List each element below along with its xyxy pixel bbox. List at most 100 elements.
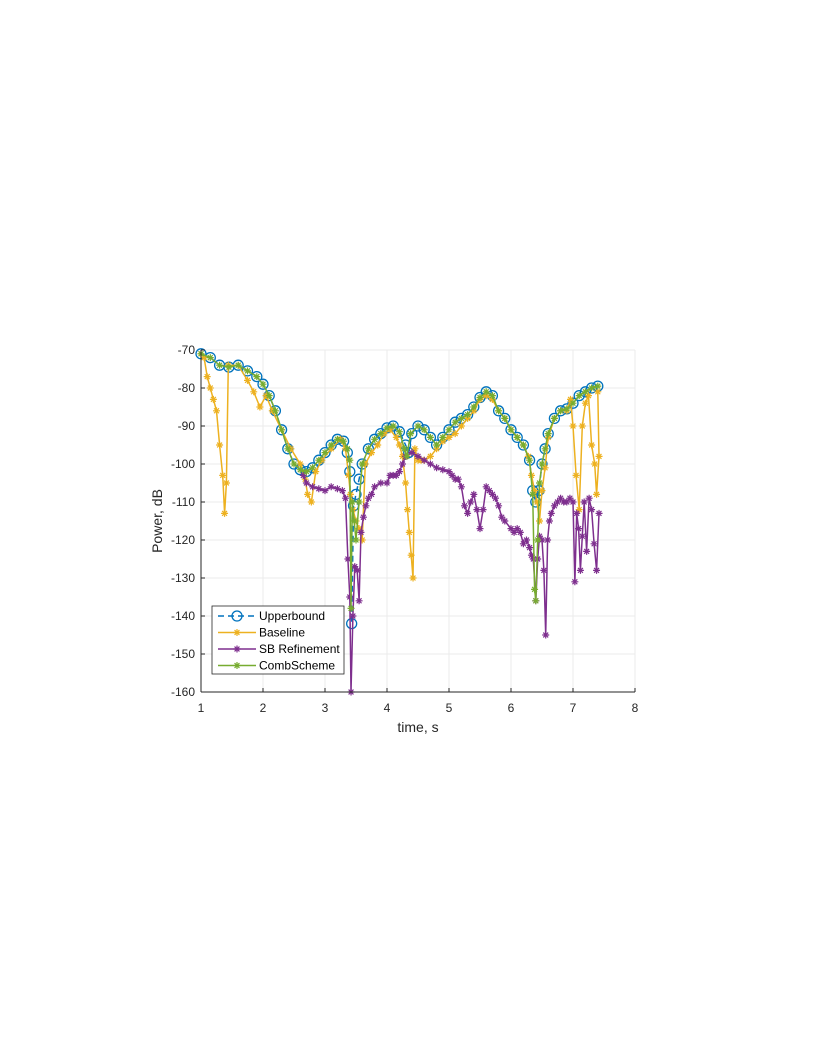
- data-point: [321, 487, 329, 495]
- data-point: [588, 384, 596, 392]
- data-point: [585, 494, 593, 502]
- data-point: [209, 395, 217, 403]
- legend-label: SB Refinement: [259, 642, 340, 656]
- x-tick-label: 3: [322, 701, 329, 715]
- data-point: [513, 525, 521, 533]
- data-point: [426, 452, 434, 460]
- data-point: [575, 525, 583, 533]
- legend-label: Baseline: [259, 626, 305, 640]
- data-point: [213, 407, 220, 415]
- data-point: [593, 566, 601, 574]
- data-point: [467, 498, 475, 506]
- data-point: [321, 449, 329, 457]
- data-point: [359, 513, 367, 521]
- data-point: [591, 460, 599, 468]
- y-tick-label: -150: [171, 647, 195, 661]
- data-point: [526, 544, 534, 552]
- data-point: [594, 388, 602, 396]
- data-point: [439, 437, 447, 445]
- data-point: [569, 399, 577, 407]
- data-point: [594, 382, 602, 390]
- data-point: [501, 517, 509, 525]
- data-point: [405, 528, 413, 536]
- data-point: [414, 452, 422, 460]
- data-point: [351, 563, 359, 571]
- data-point: [572, 471, 580, 479]
- data-point: [517, 439, 530, 451]
- data-point: [250, 388, 258, 396]
- data-point: [451, 418, 459, 426]
- data-point: [513, 433, 521, 441]
- data-point: [275, 424, 288, 436]
- x-axis-label: time, s: [397, 719, 438, 735]
- data-point: [454, 475, 462, 483]
- data-point: [343, 445, 351, 453]
- data-point: [590, 540, 598, 548]
- data-point: [353, 566, 361, 574]
- data-point: [476, 525, 484, 533]
- data-point: [488, 490, 496, 498]
- data-point: [346, 617, 358, 630]
- data-point: [350, 517, 358, 525]
- data-point: [531, 487, 539, 495]
- legend-label: Upperbound: [259, 609, 325, 623]
- data-point: [550, 502, 558, 510]
- data-point: [527, 551, 535, 559]
- data-point: [433, 441, 441, 449]
- data-point: [445, 426, 453, 434]
- data-point: [377, 430, 385, 438]
- data-point: [476, 394, 484, 401]
- data-point: [206, 354, 214, 362]
- data-point: [550, 414, 558, 422]
- data-point: [542, 631, 550, 639]
- data-point: [302, 468, 310, 476]
- data-point: [519, 540, 527, 548]
- data-point: [411, 445, 419, 453]
- data-point: [536, 532, 544, 540]
- data-point: [392, 433, 400, 441]
- data-point: [538, 536, 546, 544]
- data-point: [449, 416, 461, 428]
- x-tick-label: 6: [508, 701, 515, 715]
- data-point: [547, 509, 555, 517]
- legend: Upperbound Baseline SB Refinement CombSchem…: [211, 605, 345, 675]
- data-point: [482, 483, 490, 491]
- legend-marker: [231, 610, 243, 622]
- data-point: [403, 506, 411, 514]
- data-point: [244, 376, 251, 384]
- data-point: [575, 506, 583, 514]
- legend-marker: [233, 662, 241, 669]
- data-point: [299, 471, 307, 479]
- data-point: [464, 411, 472, 419]
- data-point: [395, 468, 403, 476]
- legend-item-sb-refinement: SB Refinement: [218, 642, 340, 656]
- data-point: [426, 460, 434, 468]
- data-point: [541, 445, 549, 453]
- data-point: [333, 435, 341, 443]
- data-point: [451, 430, 459, 438]
- y-tick-label: -100: [171, 457, 195, 471]
- data-point: [544, 433, 552, 441]
- data-point: [536, 517, 544, 525]
- data-point: [526, 456, 534, 464]
- data-point: [309, 483, 317, 491]
- data-point: [580, 498, 588, 506]
- data-point: [389, 422, 397, 430]
- data-point: [511, 431, 523, 444]
- data-point: [348, 498, 356, 506]
- data-point: [253, 373, 261, 381]
- data-point: [358, 460, 366, 468]
- data-point: [538, 460, 546, 468]
- data-point: [579, 386, 592, 398]
- data-point: [538, 487, 546, 495]
- data-point: [257, 378, 269, 390]
- data-point: [433, 445, 441, 453]
- data-point: [557, 494, 565, 502]
- data-point: [355, 525, 363, 533]
- data-point: [340, 437, 348, 445]
- data-point: [470, 403, 478, 411]
- data-point: [457, 483, 465, 491]
- data-point: [426, 433, 434, 441]
- data-point: [259, 380, 267, 388]
- y-tick-label: -130: [171, 571, 195, 585]
